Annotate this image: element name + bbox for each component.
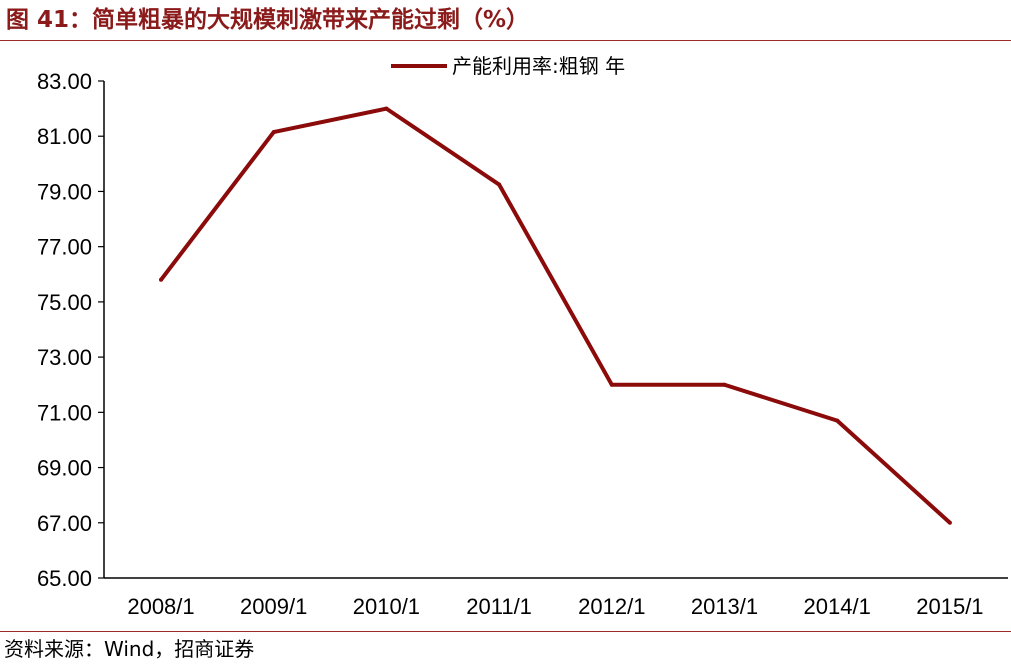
y-tick-label: 73.00 bbox=[37, 345, 92, 370]
data-point bbox=[159, 277, 163, 282]
series-line bbox=[159, 106, 952, 525]
data-point bbox=[947, 520, 952, 525]
legend: 产能利用率:粗钢 年 bbox=[391, 54, 625, 78]
data-point bbox=[609, 382, 614, 387]
x-tick-label: 2015/1 bbox=[916, 594, 983, 619]
y-tick-label: 79.00 bbox=[37, 179, 92, 204]
y-tick-label: 75.00 bbox=[37, 290, 92, 315]
y-axis: 65.00 67.00 69.00 71.00 73.00 75.00 77.00 79.00… bbox=[37, 69, 105, 591]
data-point bbox=[497, 182, 502, 187]
x-tick-label: 2009/1 bbox=[240, 594, 307, 619]
source-divider bbox=[0, 631, 1011, 632]
y-tick-label: 71.00 bbox=[37, 400, 92, 425]
source-note: 资料来源：Wind，招商证券 bbox=[4, 637, 255, 661]
y-tick-label: 81.00 bbox=[37, 124, 92, 149]
figure-title: 图 41：简单粗暴的大规模刺激带来产能过剩（%） bbox=[6, 7, 530, 33]
x-tick-label: 2012/1 bbox=[578, 594, 645, 619]
data-point bbox=[271, 130, 276, 135]
x-tick-label: 2011/1 bbox=[466, 594, 532, 619]
x-tick-label: 2008/1 bbox=[127, 594, 194, 619]
y-tick-label: 65.00 bbox=[37, 566, 92, 591]
y-tick-label: 67.00 bbox=[37, 511, 92, 536]
y-tick-label: 83.00 bbox=[37, 69, 92, 94]
legend-label: 产能利用率:粗钢 年 bbox=[452, 54, 625, 78]
series-layer bbox=[159, 106, 952, 525]
title-divider bbox=[0, 40, 1011, 41]
line-chart: 65.00 67.00 69.00 71.00 73.00 75.00 77.00 79.00… bbox=[37, 54, 1008, 619]
data-point bbox=[835, 418, 840, 423]
data-point bbox=[384, 106, 389, 111]
data-point bbox=[722, 382, 727, 387]
x-axis: 2008/1 2009/1 2010/1 2011/1 2012/1 2013/1 2014… bbox=[104, 577, 1008, 619]
x-tick-label: 2014/1 bbox=[804, 594, 871, 619]
x-tick-label: 2010/1 bbox=[353, 594, 420, 619]
y-tick-label: 69.00 bbox=[37, 456, 92, 481]
x-tick-label: 2013/1 bbox=[691, 594, 758, 619]
y-tick-label: 77.00 bbox=[37, 235, 92, 260]
